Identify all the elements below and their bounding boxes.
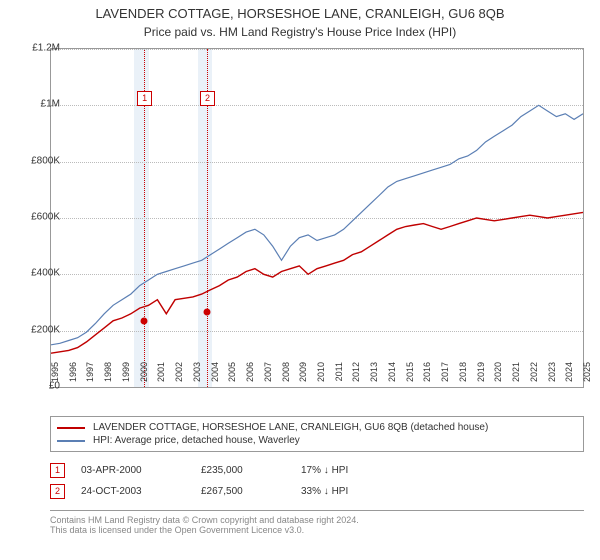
plot-area: 12 [50, 48, 584, 388]
sale-hpi-delta: 17% ↓ HPI [301, 465, 401, 476]
x-axis-label: 2024 [564, 362, 574, 392]
y-axis-label: £200K [10, 324, 60, 335]
x-axis-label: 2014 [387, 362, 397, 392]
y-axis-label: £400K [10, 268, 60, 279]
sale-marker-icon: 2 [200, 91, 215, 106]
sale-date: 24-OCT-2003 [81, 486, 201, 497]
x-axis-label: 2009 [298, 362, 308, 392]
footer: Contains HM Land Registry data © Crown c… [50, 510, 584, 535]
x-axis-label: 2018 [458, 362, 468, 392]
x-axis-label: 2020 [493, 362, 503, 392]
x-axis-label: 2006 [245, 362, 255, 392]
x-axis-label: 2015 [405, 362, 415, 392]
chart-title: LAVENDER COTTAGE, HORSESHOE LANE, CRANLE… [0, 6, 600, 21]
chart-subtitle: Price paid vs. HM Land Registry's House … [0, 21, 600, 39]
sale-dot-icon [141, 317, 148, 324]
x-axis-label: 2004 [210, 362, 220, 392]
x-axis-label: 2013 [369, 362, 379, 392]
x-axis-label: 1998 [103, 362, 113, 392]
x-axis-label: 2003 [192, 362, 202, 392]
x-axis-label: 1997 [85, 362, 95, 392]
x-axis-label: 2005 [227, 362, 237, 392]
sale-price: £267,500 [201, 486, 301, 497]
x-axis-label: 2022 [529, 362, 539, 392]
x-axis-label: 2008 [281, 362, 291, 392]
x-axis-label: 2019 [476, 362, 486, 392]
x-axis-label: 2000 [139, 362, 149, 392]
x-axis-label: 2012 [351, 362, 361, 392]
legend-swatch [57, 440, 85, 442]
sales-table: 1 03-APR-2000 £235,000 17% ↓ HPI 2 24-OC… [50, 460, 584, 502]
sale-marker-icon: 1 [137, 91, 152, 106]
x-axis-label: 2002 [174, 362, 184, 392]
sale-marker-icon: 1 [50, 463, 65, 478]
footer-line: This data is licensed under the Open Gov… [50, 525, 584, 535]
x-axis-label: 2001 [156, 362, 166, 392]
x-axis-label: 2023 [547, 362, 557, 392]
legend-item: LAVENDER COTTAGE, HORSESHOE LANE, CRANLE… [57, 421, 577, 434]
sale-row: 2 24-OCT-2003 £267,500 33% ↓ HPI [50, 481, 584, 502]
sale-marker-icon: 2 [50, 484, 65, 499]
sale-date: 03-APR-2000 [81, 465, 201, 476]
title-block: LAVENDER COTTAGE, HORSESHOE LANE, CRANLE… [0, 0, 600, 39]
x-axis-label: 1995 [50, 362, 60, 392]
x-axis-label: 1999 [121, 362, 131, 392]
x-axis-label: 2010 [316, 362, 326, 392]
y-axis-label: £800K [10, 155, 60, 166]
y-axis-label: £1.2M [10, 43, 60, 54]
legend-swatch [57, 427, 85, 429]
legend-label: LAVENDER COTTAGE, HORSESHOE LANE, CRANLE… [93, 422, 488, 433]
legend-item: HPI: Average price, detached house, Wave… [57, 434, 577, 447]
chart-container: LAVENDER COTTAGE, HORSESHOE LANE, CRANLE… [0, 0, 600, 560]
y-axis-label: £600K [10, 212, 60, 223]
sale-row: 1 03-APR-2000 £235,000 17% ↓ HPI [50, 460, 584, 481]
x-axis-label: 2007 [263, 362, 273, 392]
footer-line: Contains HM Land Registry data © Crown c… [50, 515, 584, 525]
sale-price: £235,000 [201, 465, 301, 476]
x-axis-label: 2017 [440, 362, 450, 392]
legend: LAVENDER COTTAGE, HORSESHOE LANE, CRANLE… [50, 416, 584, 452]
x-axis-label: 2021 [511, 362, 521, 392]
y-axis-label: £1M [10, 99, 60, 110]
x-axis-label: 2016 [422, 362, 432, 392]
line-svg [51, 49, 583, 387]
x-axis-label: 2011 [334, 362, 344, 392]
sale-dot-icon [204, 308, 211, 315]
sale-hpi-delta: 33% ↓ HPI [301, 486, 401, 497]
legend-label: HPI: Average price, detached house, Wave… [93, 435, 300, 446]
x-axis-label: 2025 [582, 362, 592, 392]
x-axis-label: 1996 [68, 362, 78, 392]
